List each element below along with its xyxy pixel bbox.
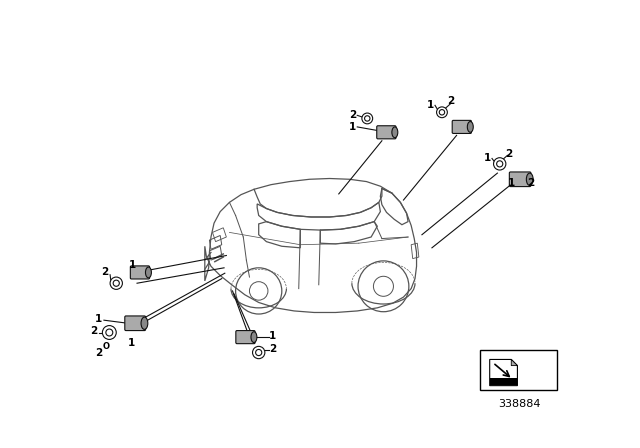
Circle shape xyxy=(365,116,370,121)
Text: 2: 2 xyxy=(90,326,97,336)
Ellipse shape xyxy=(392,127,398,138)
Text: 1: 1 xyxy=(349,122,356,132)
Text: 2: 2 xyxy=(527,178,534,188)
Text: 1: 1 xyxy=(95,314,102,323)
Ellipse shape xyxy=(467,121,473,132)
Circle shape xyxy=(362,113,372,124)
FancyBboxPatch shape xyxy=(236,331,255,344)
Polygon shape xyxy=(490,359,517,386)
Text: 2: 2 xyxy=(506,149,513,159)
Circle shape xyxy=(102,326,116,340)
FancyBboxPatch shape xyxy=(377,126,396,139)
Text: 1: 1 xyxy=(427,100,434,110)
Circle shape xyxy=(106,329,113,336)
Text: 1: 1 xyxy=(508,178,515,188)
Circle shape xyxy=(439,110,445,115)
Text: 338884: 338884 xyxy=(498,400,540,409)
Ellipse shape xyxy=(251,332,257,343)
Circle shape xyxy=(255,349,262,356)
FancyBboxPatch shape xyxy=(509,172,531,186)
FancyBboxPatch shape xyxy=(452,121,472,134)
Text: 2: 2 xyxy=(269,344,276,353)
Ellipse shape xyxy=(526,173,533,185)
FancyBboxPatch shape xyxy=(125,316,145,331)
Circle shape xyxy=(110,277,122,289)
Circle shape xyxy=(497,161,503,167)
Circle shape xyxy=(113,280,119,286)
Ellipse shape xyxy=(141,317,148,329)
Text: 1: 1 xyxy=(129,260,136,270)
Circle shape xyxy=(436,107,447,118)
Polygon shape xyxy=(490,378,516,385)
Text: O: O xyxy=(103,342,109,351)
Ellipse shape xyxy=(145,267,152,278)
FancyBboxPatch shape xyxy=(131,266,150,279)
Text: 1: 1 xyxy=(128,338,135,348)
Circle shape xyxy=(493,158,506,170)
Text: 2: 2 xyxy=(101,267,108,277)
Text: 1: 1 xyxy=(484,153,491,163)
Text: 2: 2 xyxy=(349,110,356,121)
Polygon shape xyxy=(511,359,517,366)
Circle shape xyxy=(253,346,265,359)
Text: 2: 2 xyxy=(95,348,102,358)
Text: 1: 1 xyxy=(269,331,276,340)
Text: 2: 2 xyxy=(447,96,454,106)
FancyBboxPatch shape xyxy=(481,350,557,390)
